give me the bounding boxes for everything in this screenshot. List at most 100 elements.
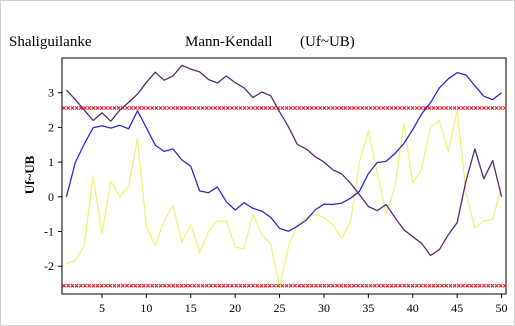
critical-line-marker — [154, 283, 159, 288]
x-tick-label: 50 — [496, 301, 508, 315]
critical-line-marker — [486, 283, 491, 288]
critical-line-marker — [146, 283, 150, 288]
critical-line-marker — [171, 106, 176, 110]
critical-line-marker — [133, 106, 138, 110]
critical-line-marker — [414, 283, 419, 288]
critical-line-marker — [389, 283, 394, 288]
critical-line-marker — [419, 283, 423, 288]
critical-line-marker — [74, 283, 79, 288]
critical-line-marker — [339, 283, 344, 288]
critical-line-marker — [498, 106, 503, 110]
critical-line-marker — [406, 283, 411, 288]
critical-line-marker — [343, 106, 348, 110]
critical-line-marker — [112, 283, 117, 288]
critical-line-marker — [158, 283, 163, 288]
critical-line-marker — [360, 106, 365, 110]
critical-line-marker — [171, 283, 176, 288]
critical-line-marker — [448, 283, 453, 288]
critical-line-marker — [381, 283, 386, 288]
critical-line-marker — [225, 283, 230, 288]
critical-line-marker — [91, 106, 96, 110]
critical-line-marker — [129, 106, 134, 110]
critical-line-marker — [209, 283, 213, 288]
critical-line-marker — [209, 106, 213, 110]
critical-line-marker — [301, 283, 306, 288]
critical-line-marker — [330, 283, 335, 288]
y-tick-label: 0 — [48, 190, 54, 204]
critical-line-marker — [326, 283, 331, 288]
critical-line-marker — [188, 283, 192, 288]
critical-line-marker — [95, 283, 100, 288]
critical-line-marker — [293, 283, 297, 288]
x-tick-label: 25 — [274, 301, 286, 315]
critical-line-marker — [255, 283, 260, 288]
critical-line-marker — [162, 283, 167, 288]
plot-area — [61, 57, 507, 295]
critical-line-marker — [389, 106, 394, 110]
critical-line-marker — [469, 283, 474, 288]
critical-line-marker — [385, 283, 390, 288]
critical-line-marker — [246, 106, 251, 110]
critical-line-marker — [255, 106, 260, 110]
critical-line-marker — [104, 283, 108, 288]
critical-line-marker — [141, 283, 146, 288]
critical-line-marker — [427, 283, 432, 288]
critical-line-marker — [62, 283, 66, 288]
critical-line-marker — [494, 283, 499, 288]
critical-line-marker — [99, 106, 104, 110]
critical-line-marker — [473, 106, 478, 110]
critical-line-marker — [276, 283, 281, 288]
critical-line-marker — [104, 106, 108, 110]
chart-subtitle: (Uf~UB) — [300, 34, 355, 50]
critical-line-marker — [293, 106, 297, 110]
critical-line-marker — [326, 106, 331, 110]
critical-line-marker — [440, 106, 444, 110]
critical-line-marker — [246, 283, 251, 288]
critical-line-marker — [200, 106, 205, 110]
critical-line-marker — [297, 106, 302, 110]
critical-line-marker — [221, 283, 226, 288]
critical-line-marker — [78, 283, 83, 288]
critical-line-marker — [91, 283, 96, 288]
critical-line-marker — [305, 106, 310, 110]
critical-line-marker — [150, 283, 155, 288]
critical-line-marker — [175, 106, 180, 110]
x-axis-ticks: 5 10 15 20 25 30 35 40 45 50 — [99, 294, 508, 315]
y-tick-label: -2 — [44, 259, 54, 273]
x-tick-label: 35 — [362, 301, 374, 315]
critical-line-marker — [431, 283, 436, 288]
x-tick-label: 40 — [407, 301, 419, 315]
critical-line-marker — [251, 106, 255, 110]
critical-line-marker — [162, 106, 167, 110]
critical-line-marker — [456, 106, 461, 110]
critical-line-marker — [66, 283, 71, 288]
critical-line-marker — [120, 283, 125, 288]
y-tick-label: 1 — [48, 155, 54, 169]
critical-line-marker — [108, 283, 113, 288]
critical-line-marker — [385, 106, 390, 110]
critical-line-marker — [482, 106, 486, 110]
critical-line-marker — [410, 283, 415, 288]
y-tick-label: 2 — [48, 120, 54, 134]
critical-line-marker — [347, 283, 352, 288]
critical-line-marker — [440, 283, 444, 288]
critical-line-marker — [461, 283, 465, 288]
critical-line-marker — [167, 283, 171, 288]
critical-line-marker — [116, 106, 121, 110]
y-axis-label: Uf~UB — [22, 155, 37, 194]
critical-line-marker — [335, 283, 339, 288]
critical-line-series-5 — [62, 283, 507, 288]
critical-line-marker — [129, 283, 134, 288]
critical-line-marker — [192, 106, 197, 110]
critical-line-marker — [473, 283, 478, 288]
critical-line-marker — [188, 106, 192, 110]
critical-line-marker — [351, 283, 356, 288]
y-tick-label: -1 — [44, 225, 54, 239]
critical-line-marker — [146, 106, 150, 110]
critical-line-marker — [305, 283, 310, 288]
critical-line-marker — [234, 283, 239, 288]
critical-line-marker — [108, 106, 113, 110]
critical-line-marker — [503, 283, 507, 288]
critical-line-marker — [381, 106, 386, 110]
